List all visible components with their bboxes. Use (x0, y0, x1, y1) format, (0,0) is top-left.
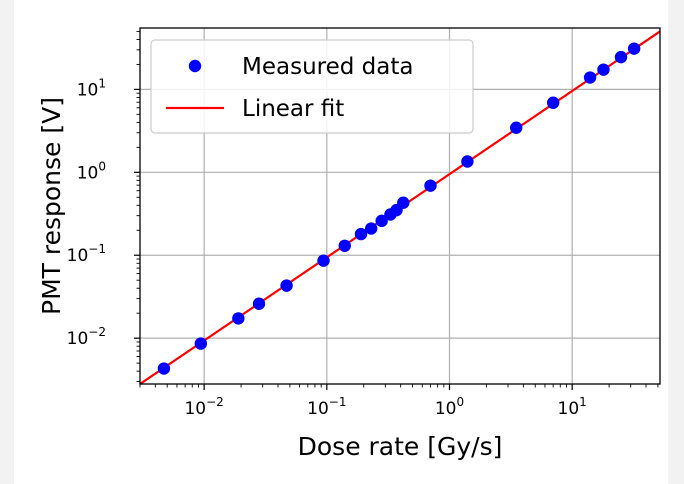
data-point (546, 96, 560, 109)
data-point (424, 179, 437, 192)
data-point (317, 254, 330, 267)
legend: Measured data Linear fit (150, 39, 474, 134)
data-point (157, 362, 171, 375)
data-point (364, 222, 378, 235)
data-point (232, 312, 245, 325)
y-tick-label: 101 (77, 76, 106, 100)
data-point (597, 63, 610, 76)
chart-svg: 10−2 10−1 100 101 10−2 10−1 100 101 Measured da… (37, 27, 661, 461)
x-tick-label: 101 (558, 395, 587, 419)
data-point (338, 239, 351, 252)
data-point (583, 71, 597, 84)
x-tick-label: 10−2 (184, 395, 223, 419)
data-point (461, 155, 474, 168)
legend-entry-label: Linear fit (242, 96, 344, 122)
legend-entry-label: Measured data (242, 54, 413, 80)
ticks: 10−2 10−1 100 101 10−2 10−1 100 101 (67, 30, 659, 419)
y-axis-label: PMT response [V] (37, 97, 66, 315)
legend-marker-swatch (188, 59, 202, 73)
y-tick-label: 100 (77, 159, 106, 183)
y-tick-label: 10−1 (67, 242, 106, 266)
data-point (614, 50, 628, 64)
x-tick-label: 10−1 (307, 395, 346, 419)
chart-figure: 10−2 10−1 100 101 10−2 10−1 100 101 Measured da… (14, 0, 668, 484)
legend-box (150, 39, 474, 134)
data-point (510, 121, 523, 134)
y-tick-label: 10−2 (67, 325, 106, 349)
data-point (354, 227, 368, 241)
x-tick-label: 100 (435, 395, 464, 419)
data-point (397, 196, 410, 209)
data-point (280, 279, 293, 292)
data-point (375, 214, 388, 228)
plot-frame (139, 27, 661, 385)
x-axis-label: Dose rate [Gy/s] (298, 432, 503, 461)
marker-layer (157, 42, 641, 375)
data-point (252, 297, 266, 310)
data-point (627, 42, 641, 55)
data-point (194, 337, 208, 350)
